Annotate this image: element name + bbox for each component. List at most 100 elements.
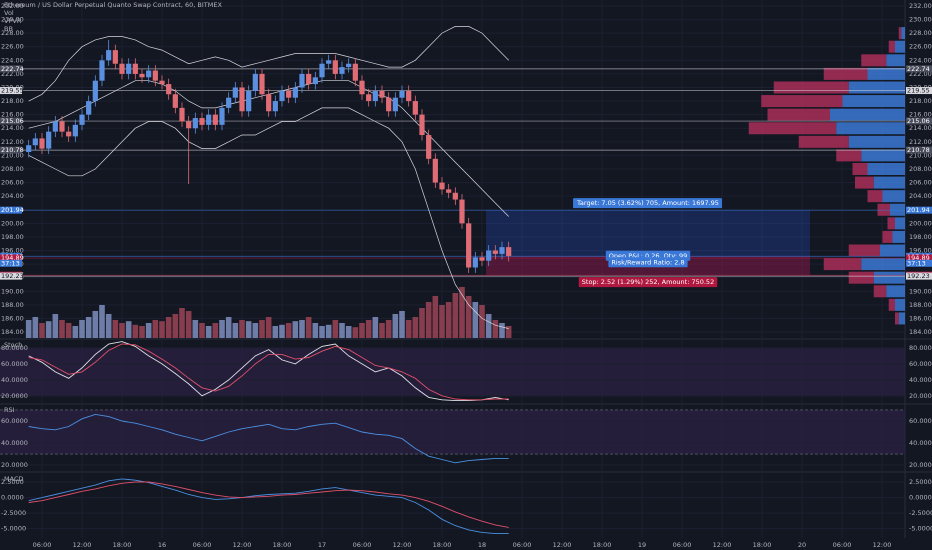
candle-body	[139, 73, 145, 78]
volume-bar	[492, 319, 499, 338]
candle-body	[286, 90, 292, 98]
volume-bar	[352, 327, 359, 338]
panel-title: Stoch	[4, 341, 22, 349]
volume-bar	[145, 322, 152, 338]
candle-body	[406, 90, 412, 102]
vpvr-up-bar	[880, 244, 905, 257]
candle-body	[206, 114, 212, 125]
x-tick-label: 06:00	[833, 541, 852, 549]
vpvr-up-bar	[886, 54, 905, 67]
volume-bar	[232, 322, 239, 338]
x-tick-label: 12:00	[393, 541, 412, 549]
level-label: 210.78	[1, 146, 24, 154]
candle-body	[92, 80, 98, 102]
vpvr-up-bar	[867, 163, 905, 175]
level-badge	[0, 117, 22, 125]
candle-body	[486, 250, 492, 261]
level-badge	[906, 254, 932, 262]
volume-bar	[52, 313, 59, 338]
candle-body	[219, 107, 225, 125]
y-tick-label: 224.00	[1, 56, 24, 64]
volume-bar	[465, 295, 472, 338]
volume-bar	[425, 301, 432, 338]
vpvr-up-bar	[842, 95, 905, 108]
vpvr-down-bar	[848, 271, 874, 284]
volume-bar	[159, 321, 165, 338]
y-tick-label: 208.00	[1, 165, 24, 173]
vpvr-down-bar	[867, 190, 883, 203]
x-tick-label: 06:00	[673, 541, 692, 549]
volume-bar	[105, 313, 112, 338]
volume-bar	[419, 307, 425, 338]
volume-bar	[405, 319, 412, 338]
y-tick-label: 230.00	[1, 16, 24, 24]
volume-bar	[299, 319, 305, 338]
y-tick-label: 200.00	[1, 219, 24, 227]
volume-bar	[432, 295, 439, 338]
candle-body	[432, 158, 438, 183]
y-tick-label: 218.00	[1, 97, 24, 105]
volume-bar	[92, 310, 99, 338]
y-tick-label: 2.5000	[909, 478, 932, 486]
x-tick-label: 18:00	[593, 541, 612, 549]
candle-body	[266, 94, 272, 112]
vpvr-up-bar	[861, 149, 905, 162]
volume-bar	[459, 286, 465, 338]
volume-bar	[192, 319, 199, 338]
volume-bar	[439, 304, 445, 338]
volume-bar	[212, 322, 219, 338]
candle-body	[499, 247, 505, 254]
candle-body	[252, 73, 258, 91]
y-tick-label: -2.5000	[1, 509, 26, 517]
volume-bar	[279, 324, 285, 338]
candle-body	[466, 223, 472, 268]
y-tick-label: 224.00	[909, 56, 932, 64]
candle-body	[72, 124, 78, 137]
rsi-line	[28, 413, 509, 464]
y-tick-label: 196.00	[1, 247, 24, 255]
y-tick-label: 20.0000	[1, 461, 28, 469]
y-tick-label: 20.0000	[909, 392, 932, 400]
vpvr-up-bar	[892, 230, 905, 243]
vpvr-down-bar	[888, 298, 895, 311]
candle-body	[326, 60, 332, 64]
y-tick-label: 188.00	[1, 301, 24, 309]
volume-bar	[152, 319, 159, 338]
countdown-badge	[0, 259, 22, 267]
vpvr-up-bar	[873, 176, 905, 189]
volume-bar	[399, 310, 405, 338]
candle-body	[272, 101, 278, 112]
y-tick-label: 218.00	[909, 97, 932, 105]
candle-body	[166, 84, 172, 95]
y-tick-label: 212.00	[1, 138, 24, 146]
candle-body	[299, 73, 305, 88]
x-tick-label: 12:00	[713, 541, 732, 549]
candle-body	[159, 80, 165, 85]
candle-body	[59, 121, 65, 132]
y-tick-label: 222.00	[1, 70, 24, 78]
position-label-bg	[573, 198, 722, 209]
vpvr-up-bar	[895, 40, 905, 53]
y-tick-label: 60.0000	[1, 417, 28, 425]
level-badge	[0, 65, 22, 73]
y-tick-label: -5.0000	[909, 525, 932, 533]
volume-bar	[345, 325, 352, 338]
candle-body	[86, 101, 92, 115]
x-tick-label: 18:00	[753, 541, 772, 549]
volume-bar	[112, 319, 119, 338]
volume-bar	[305, 316, 312, 338]
position-label-bg	[578, 277, 718, 288]
y-tick-label: 40.0000	[1, 376, 28, 384]
level-badge	[0, 254, 22, 262]
volume-bar	[272, 325, 279, 338]
volume-bar	[392, 313, 399, 338]
vpvr-up-bar	[895, 217, 905, 230]
volume-bar	[379, 322, 385, 338]
level-badge	[0, 146, 22, 154]
vpvr-down-bar	[852, 163, 868, 175]
y-tick-label: 186.00	[909, 314, 932, 322]
vpvr-down-bar	[887, 217, 895, 230]
x-tick-label: 12:00	[73, 541, 92, 549]
level-badge	[906, 65, 932, 73]
